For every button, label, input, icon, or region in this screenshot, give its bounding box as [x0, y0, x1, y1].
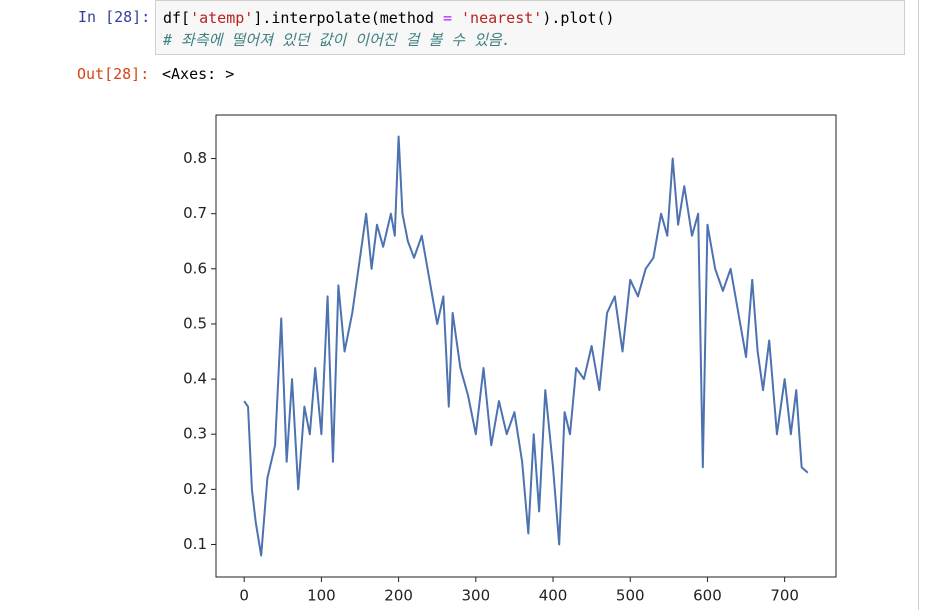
code-string: 'atemp': [190, 9, 254, 27]
plot-frame: [215, 114, 837, 578]
output-prompt: Out[28]:: [77, 65, 150, 83]
y-tick-label: 0.7: [183, 204, 207, 222]
y-tick-label: 0.6: [183, 259, 207, 277]
data-line: [243, 135, 809, 557]
code-comment: # 좌측에 떨어져 있던 값이 이어진 걸 볼 수 있음.: [163, 31, 511, 49]
x-tick-label: 400: [539, 587, 568, 605]
code-string: 'nearest': [461, 9, 543, 27]
y-tick-label: 0.4: [183, 370, 207, 388]
code-cell[interactable]: df['atemp'].interpolate(method = 'neares…: [155, 0, 905, 55]
y-tick-label: 0.2: [183, 480, 207, 498]
scrollbar[interactable]: [918, 0, 919, 610]
x-tick-label: 100: [307, 587, 336, 605]
code-token: ).plot(): [542, 9, 615, 27]
y-tick-label: 0.3: [183, 425, 207, 443]
y-tick-label: 0.1: [183, 535, 207, 553]
x-tick-label: 200: [384, 587, 413, 605]
input-prompt: In [28]:: [78, 8, 151, 26]
code-operator: =: [442, 9, 462, 27]
code-token: df[: [163, 9, 191, 27]
y-tick-label: 0.5: [183, 314, 207, 332]
output-text: <Axes: >: [162, 65, 235, 83]
code-line: df['atemp'].interpolate(method = 'neares…: [163, 9, 615, 27]
x-tick-label: 300: [461, 587, 490, 605]
x-tick-label: 500: [616, 587, 645, 605]
y-tick-label: 0.8: [183, 149, 207, 167]
x-tick-label: 700: [770, 587, 799, 605]
x-tick-label: 600: [693, 587, 722, 605]
code-token: ].interpolate(method: [253, 9, 443, 27]
x-tick-label: 0: [239, 587, 249, 605]
